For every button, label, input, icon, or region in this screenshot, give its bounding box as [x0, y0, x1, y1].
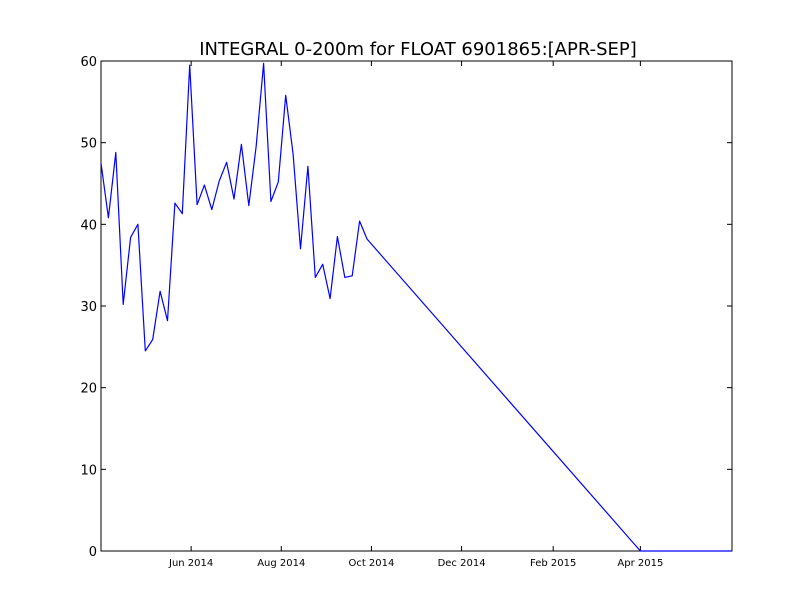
x-tick-label: Jun 2014: [168, 558, 213, 569]
series-line: [100, 62, 732, 552]
y-tick-label: 40: [80, 218, 97, 233]
y-tick-label: 50: [80, 137, 97, 152]
y-tick-label: 60: [80, 55, 97, 70]
x-tick-label: Oct 2014: [348, 558, 394, 569]
y-tick-label: 30: [80, 300, 97, 315]
chart-title: INTEGRAL 0-200m for FLOAT 6901865:[APR-S…: [199, 39, 637, 60]
plot-area: [100, 60, 733, 552]
x-tick-label: Feb 2015: [530, 558, 576, 569]
y-tick-label: 20: [80, 382, 97, 397]
x-tick-label: Aug 2014: [257, 558, 305, 569]
y-tick-label: 0: [89, 545, 97, 560]
x-tick-label: Apr 2015: [617, 558, 663, 569]
y-tick-label: 10: [80, 463, 97, 478]
x-tick-label: Dec 2014: [438, 558, 486, 569]
